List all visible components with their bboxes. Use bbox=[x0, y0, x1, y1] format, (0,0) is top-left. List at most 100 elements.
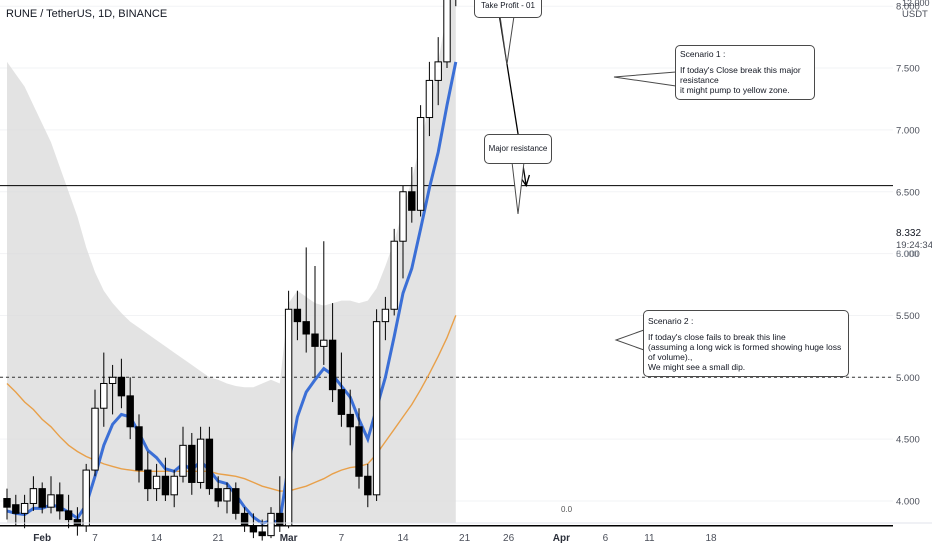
price-tick-label: 4.500 bbox=[896, 435, 920, 446]
candle bbox=[240, 507, 249, 532]
bear-candle-body bbox=[3, 498, 11, 508]
date-tick-label: Apr bbox=[553, 533, 570, 544]
bull-candle-body bbox=[372, 321, 381, 496]
scenario2-title: Scenario 2 : bbox=[648, 316, 694, 326]
bear-candle-body bbox=[205, 438, 214, 490]
candle bbox=[390, 228, 398, 316]
price-tick-label: 5.500 bbox=[896, 311, 920, 322]
bear-candle-body bbox=[56, 494, 64, 512]
date-tick-label: 14 bbox=[151, 533, 163, 544]
moving-average-blue bbox=[6, 61, 458, 525]
scenario1-line-1: If today's Close break this major resist… bbox=[680, 65, 801, 85]
candle bbox=[408, 167, 416, 223]
bull-candle-body bbox=[381, 308, 390, 323]
bear-candle-body bbox=[240, 512, 249, 527]
bull-candle-body bbox=[100, 382, 108, 409]
candle bbox=[214, 476, 222, 508]
scenario1-callout: Scenario 1 : If today's Close break this… bbox=[675, 45, 815, 100]
date-axis[interactable]: Feb 7 14 21 Mar 7 14 21 26 Apr 6 11 18 bbox=[33, 533, 717, 544]
price-axis-top: 12.000 bbox=[902, 0, 930, 8]
bear-candle-body bbox=[302, 321, 310, 335]
bull-candle-body bbox=[196, 438, 205, 483]
bull-candle-body bbox=[320, 339, 328, 347]
bear-candle-body bbox=[355, 426, 363, 477]
candle bbox=[12, 494, 20, 526]
bear-candle-body bbox=[346, 413, 354, 428]
price-tick-label: 5.000 bbox=[896, 373, 920, 384]
bear-candle-body bbox=[144, 469, 152, 490]
bear-candle-body bbox=[188, 444, 196, 483]
date-tick-label: 14 bbox=[397, 533, 409, 544]
bear-candle-body bbox=[276, 512, 284, 527]
fib-zero-label: 0.0 bbox=[561, 505, 573, 514]
date-tick-label: 21 bbox=[213, 533, 225, 544]
bull-candle-body bbox=[91, 407, 99, 471]
price-axis[interactable]: 4.000 4.500 5.000 5.500 6.000 6.500 7.000 7.500… bbox=[896, 2, 920, 508]
bear-candle-body bbox=[135, 426, 143, 471]
candle bbox=[82, 463, 90, 532]
candle bbox=[29, 476, 38, 511]
bear-candle-body bbox=[328, 339, 337, 391]
candle bbox=[38, 482, 46, 514]
bear-candle-body bbox=[293, 308, 302, 323]
bear-candle-body bbox=[161, 475, 170, 496]
candle bbox=[161, 457, 170, 501]
candle bbox=[249, 513, 258, 539]
bear-candle-body bbox=[408, 191, 416, 211]
bear-candle-body bbox=[64, 510, 73, 521]
date-tick-label: Mar bbox=[280, 533, 298, 544]
price-axis-unit: USDT bbox=[902, 9, 928, 20]
bear-candle-body bbox=[117, 376, 126, 397]
bear-candle-body bbox=[311, 333, 319, 347]
bear-candle-body bbox=[38, 488, 46, 508]
bear-candle-body bbox=[249, 525, 258, 533]
candle bbox=[381, 296, 390, 341]
candle bbox=[364, 463, 372, 508]
candle bbox=[135, 414, 143, 483]
candle bbox=[170, 470, 178, 508]
major-resistance-pointer bbox=[511, 161, 525, 215]
candle bbox=[91, 389, 99, 477]
candle bbox=[311, 265, 319, 378]
candle bbox=[443, 0, 451, 69]
date-tick-label: 7 bbox=[92, 533, 98, 544]
bull-candle-body bbox=[170, 475, 178, 496]
scenario1-pointer bbox=[613, 71, 677, 87]
scenario2-line-2: (assuming a long wick is formed showing … bbox=[648, 342, 842, 362]
bull-candle-body bbox=[47, 494, 55, 508]
candle bbox=[144, 451, 152, 501]
candle bbox=[117, 358, 126, 409]
candle bbox=[302, 247, 310, 353]
bollinger-cloud bbox=[7, 0, 456, 523]
candle bbox=[372, 309, 381, 501]
candle bbox=[196, 426, 205, 489]
bull-candle-body bbox=[223, 488, 231, 502]
bull-candle-body bbox=[390, 240, 398, 310]
date-tick-label: 18 bbox=[705, 533, 717, 544]
bull-candle-body bbox=[284, 308, 293, 527]
bear-candle-body bbox=[126, 395, 134, 428]
candles bbox=[3, 0, 457, 541]
price-tick-label: 8.000 bbox=[896, 2, 920, 13]
bear-candle-body bbox=[364, 475, 372, 496]
scenario2-arrow bbox=[496, 0, 527, 186]
price-axis-hidden: 8.000 bbox=[896, 249, 919, 259]
countdown-label: 19:24:34 bbox=[896, 240, 932, 251]
candle bbox=[56, 482, 64, 520]
level-lines bbox=[0, 185, 893, 527]
bear-candle-body bbox=[337, 389, 346, 415]
candle bbox=[126, 377, 134, 440]
price-tick-label: 7.000 bbox=[896, 125, 920, 136]
bull-candle-body bbox=[179, 444, 187, 477]
bull-candle-body bbox=[416, 117, 425, 211]
candle bbox=[188, 432, 196, 495]
candle bbox=[284, 290, 293, 529]
candle bbox=[293, 290, 302, 341]
bull-candle-body bbox=[267, 512, 275, 537]
scenario2-callout: Scenario 2 : If today's close fails to b… bbox=[643, 310, 849, 377]
bull-candle-body bbox=[152, 475, 161, 490]
bull-candle-body bbox=[399, 191, 407, 242]
bull-candle-body bbox=[425, 79, 434, 119]
current-price-label: 8.332 bbox=[896, 228, 921, 239]
